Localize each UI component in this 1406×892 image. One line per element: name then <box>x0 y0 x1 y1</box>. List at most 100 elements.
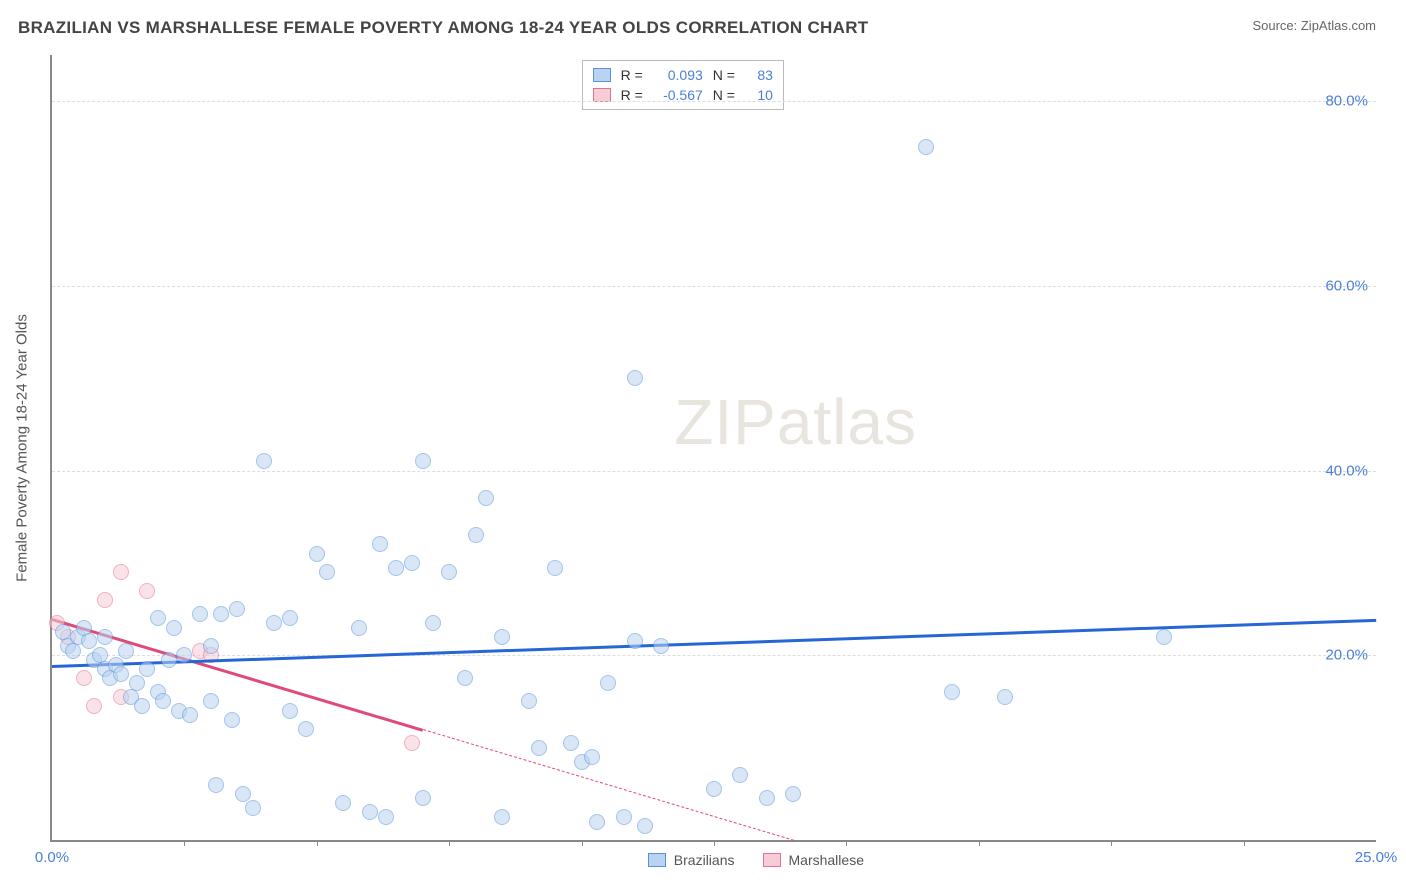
scatter-point <box>627 370 643 386</box>
legend-r-label: R = <box>621 67 643 83</box>
y-axis-label: Female Poverty Among 18-24 Year Olds <box>14 314 31 582</box>
x-tick-label: 25.0% <box>1355 849 1398 866</box>
x-tick-mark <box>449 840 450 846</box>
regression-line <box>422 729 793 842</box>
scatter-point <box>584 749 600 765</box>
scatter-point <box>282 610 298 626</box>
scatter-point <box>732 767 748 783</box>
scatter-point <box>203 693 219 709</box>
gridline <box>52 471 1376 472</box>
scatter-point <box>65 643 81 659</box>
legend-label: Marshallese <box>789 852 864 868</box>
scatter-point <box>547 560 563 576</box>
scatter-point <box>531 740 547 756</box>
x-tick-mark <box>1111 840 1112 846</box>
legend-swatch <box>648 853 666 867</box>
scatter-point <box>235 786 251 802</box>
gridline <box>52 101 1376 102</box>
scatter-point <box>176 647 192 663</box>
legend-r-value: 0.093 <box>653 67 703 83</box>
scatter-point <box>521 693 537 709</box>
scatter-point <box>494 809 510 825</box>
legend-row: R = 0.093 N = 83 <box>593 65 773 85</box>
scatter-point <box>182 707 198 723</box>
x-tick-mark <box>184 840 185 846</box>
legend-label: Brazilians <box>674 852 735 868</box>
scatter-point <box>298 721 314 737</box>
scatter-point <box>616 809 632 825</box>
scatter-point <box>637 818 653 834</box>
scatter-point <box>113 666 129 682</box>
scatter-point <box>404 735 420 751</box>
correlation-legend: R =0.093N =83R =-0.567N =10 <box>582 60 784 110</box>
regression-line <box>52 618 1376 667</box>
scatter-point <box>468 527 484 543</box>
scatter-point <box>563 735 579 751</box>
scatter-point <box>653 638 669 654</box>
scatter-point <box>335 795 351 811</box>
scatter-point <box>86 698 102 714</box>
legend-swatch <box>763 853 781 867</box>
scatter-point <box>129 675 145 691</box>
x-tick-mark <box>979 840 980 846</box>
y-tick-label: 60.0% <box>1325 277 1368 294</box>
scatter-point <box>155 693 171 709</box>
scatter-point <box>81 633 97 649</box>
y-tick-label: 20.0% <box>1325 647 1368 664</box>
scatter-point <box>161 652 177 668</box>
scatter-point <box>139 583 155 599</box>
scatter-point <box>76 670 92 686</box>
scatter-point <box>706 781 722 797</box>
scatter-point <box>627 633 643 649</box>
legend-swatch <box>593 88 611 102</box>
scatter-point <box>134 698 150 714</box>
series-legend: Brazilians Marshallese <box>648 852 864 868</box>
scatter-point <box>139 661 155 677</box>
scatter-point <box>351 620 367 636</box>
scatter-point <box>478 490 494 506</box>
source-attribution: Source: ZipAtlas.com <box>1252 18 1376 33</box>
scatter-point <box>589 814 605 830</box>
scatter-point <box>118 643 134 659</box>
scatter-point <box>457 670 473 686</box>
scatter-point <box>441 564 457 580</box>
scatter-point <box>319 564 335 580</box>
scatter-point <box>759 790 775 806</box>
x-tick-mark <box>846 840 847 846</box>
scatter-point <box>245 800 261 816</box>
x-tick-mark <box>1244 840 1245 846</box>
legend-n-label: N = <box>713 67 735 83</box>
scatter-point <box>425 615 441 631</box>
scatter-point <box>266 615 282 631</box>
scatter-chart: ZIPatlas Female Poverty Among 18-24 Year… <box>50 55 1376 842</box>
y-tick-label: 80.0% <box>1325 93 1368 110</box>
scatter-point <box>309 546 325 562</box>
scatter-point <box>224 712 240 728</box>
scatter-point <box>388 560 404 576</box>
legend-n-value: 83 <box>745 67 773 83</box>
x-tick-mark <box>582 840 583 846</box>
watermark-text: ZIPatlas <box>674 385 917 459</box>
x-tick-mark <box>317 840 318 846</box>
scatter-point <box>494 629 510 645</box>
scatter-point <box>415 790 431 806</box>
scatter-point <box>918 139 934 155</box>
scatter-point <box>282 703 298 719</box>
scatter-point <box>150 610 166 626</box>
scatter-point <box>229 601 245 617</box>
scatter-point <box>997 689 1013 705</box>
scatter-point <box>944 684 960 700</box>
scatter-point <box>378 809 394 825</box>
x-tick-mark <box>714 840 715 846</box>
scatter-point <box>362 804 378 820</box>
legend-item: Marshallese <box>763 852 864 868</box>
scatter-point <box>372 536 388 552</box>
legend-item: Brazilians <box>648 852 735 868</box>
scatter-point <box>600 675 616 691</box>
scatter-point <box>192 606 208 622</box>
scatter-point <box>203 638 219 654</box>
y-tick-label: 40.0% <box>1325 462 1368 479</box>
scatter-point <box>166 620 182 636</box>
scatter-point <box>1156 629 1172 645</box>
scatter-point <box>415 453 431 469</box>
